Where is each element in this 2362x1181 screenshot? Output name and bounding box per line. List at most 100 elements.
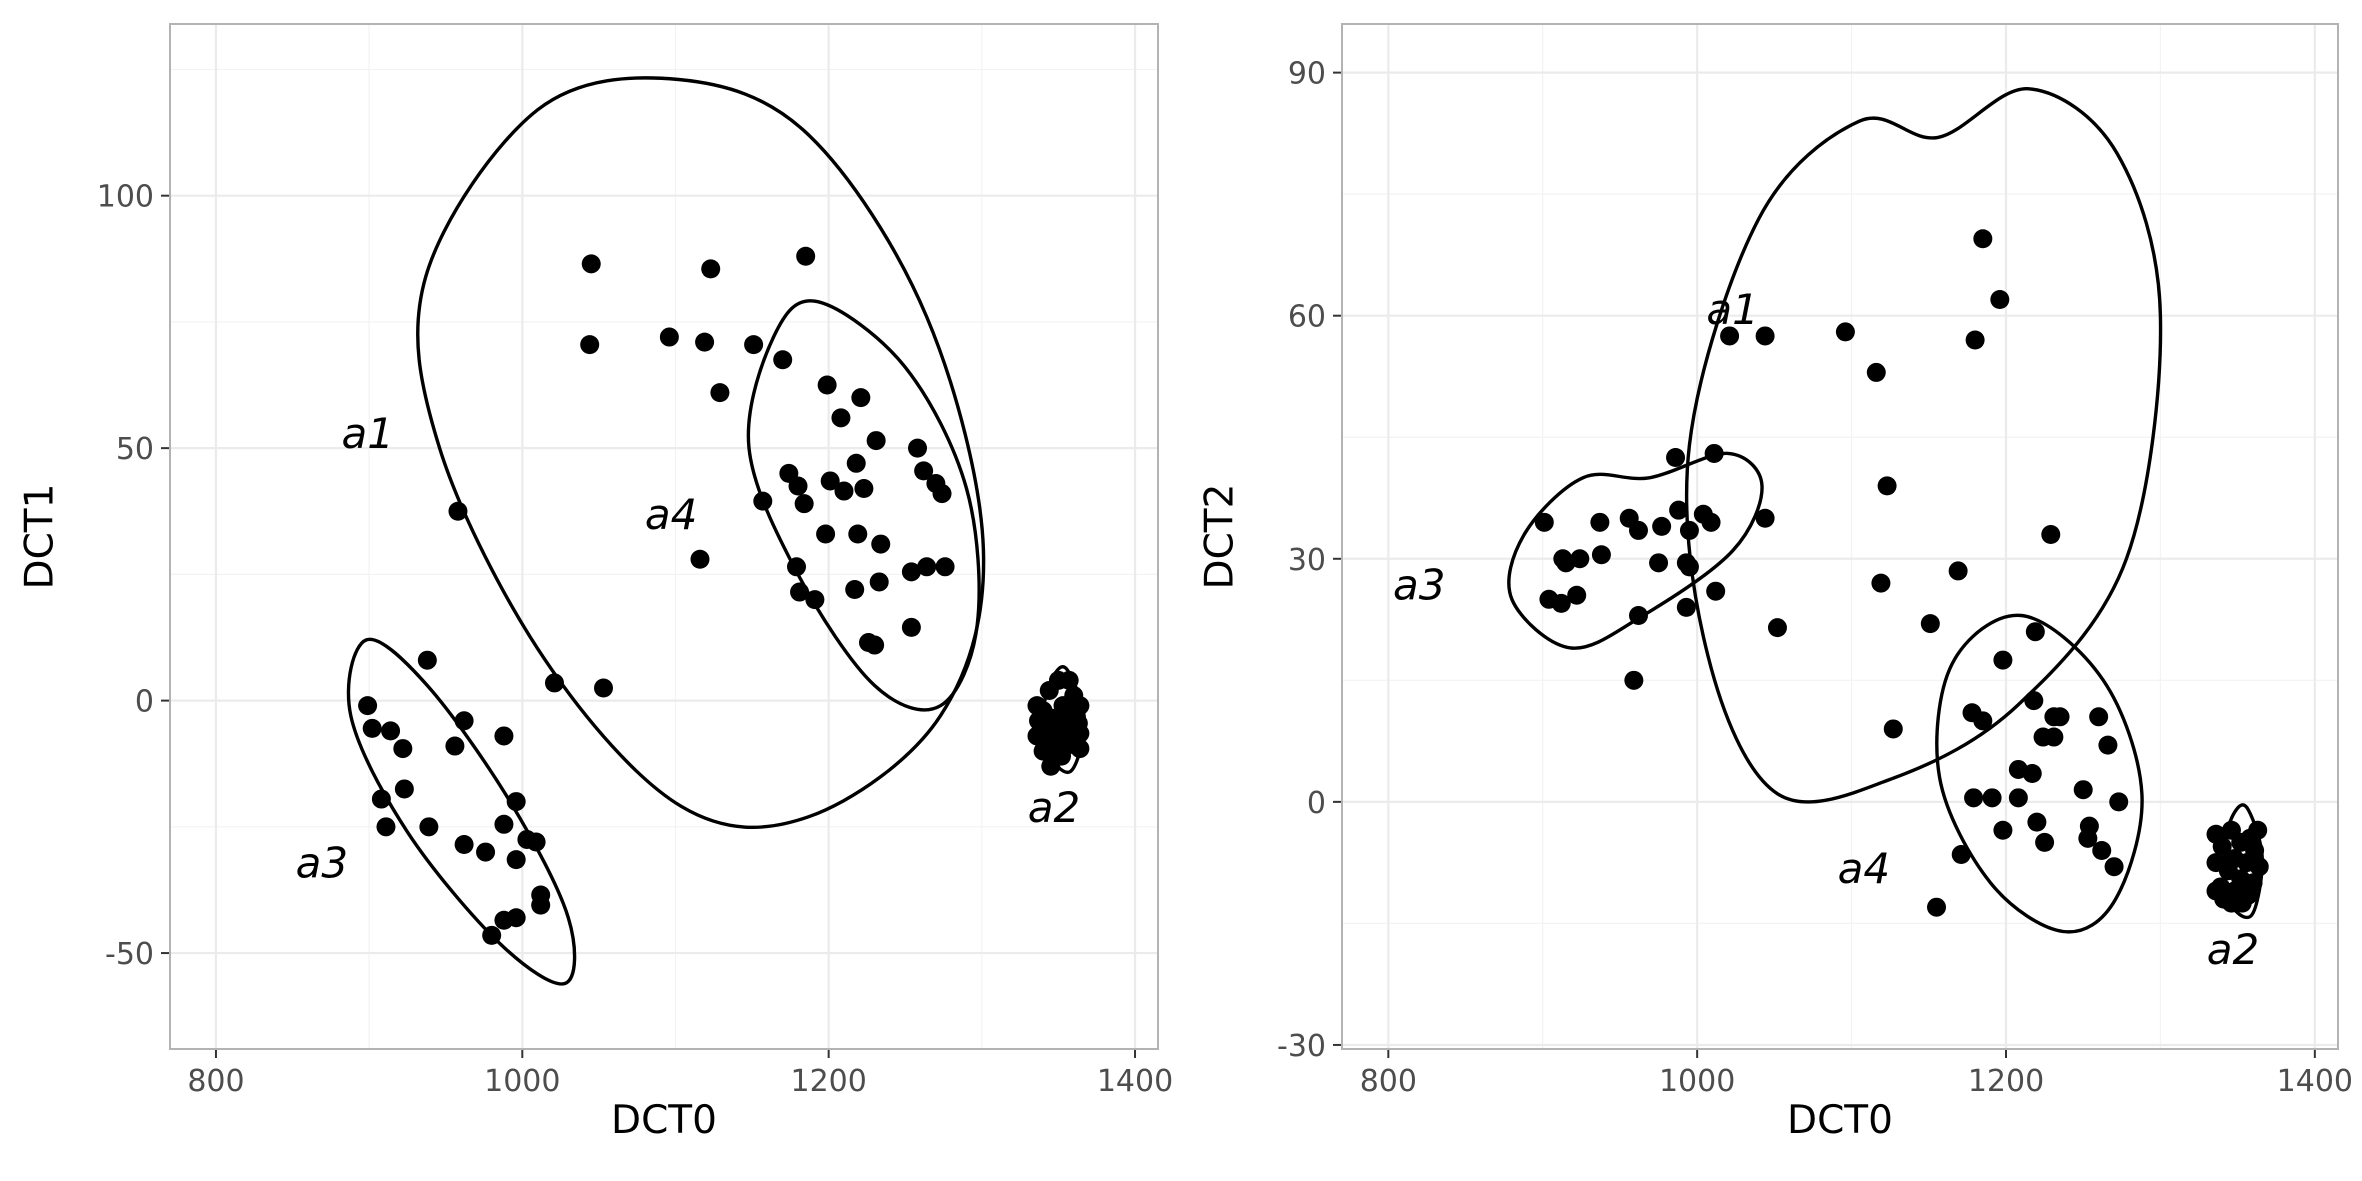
data-point — [2050, 707, 2070, 727]
data-point — [1948, 561, 1968, 581]
cluster-label-a1: a1 — [342, 409, 394, 458]
y-tick-label: 0 — [135, 685, 154, 720]
data-point — [659, 327, 679, 347]
data-point — [871, 534, 891, 554]
data-point — [1591, 545, 1611, 565]
data-point — [805, 590, 825, 610]
data-point — [1590, 512, 1610, 532]
data-point — [1701, 512, 1721, 532]
data-point — [448, 501, 468, 521]
data-point — [695, 332, 715, 352]
y-axis-title: DCT1 — [18, 484, 63, 590]
data-point — [494, 726, 514, 746]
y-tick-label: -50 — [105, 937, 154, 972]
data-point — [1964, 788, 1984, 808]
panel-border — [1341, 23, 2339, 1050]
data-point — [1070, 739, 1090, 759]
data-point — [831, 408, 851, 428]
data-point — [1990, 289, 2010, 309]
data-point — [851, 388, 871, 408]
x-axis-title: DCT0 — [1787, 1098, 1893, 1143]
data-point — [394, 779, 414, 799]
data-point — [1866, 362, 1886, 382]
data-point — [2109, 792, 2129, 812]
data-point — [1679, 557, 1699, 577]
data-point — [581, 254, 601, 274]
data-point — [908, 438, 928, 458]
cluster-label-a1: a1 — [1706, 285, 1758, 334]
data-point — [1649, 553, 1669, 573]
y-axis-title: DCT2 — [1198, 484, 1243, 590]
y-tick-label: 0 — [1307, 786, 1326, 821]
y-tick-label: 100 — [97, 180, 154, 215]
cluster-ellipse-a1 — [416, 76, 986, 829]
data-point — [788, 476, 808, 496]
data-point — [701, 259, 721, 279]
cluster-label-a4: a4 — [645, 490, 697, 539]
data-point — [1877, 476, 1897, 496]
cluster-ellipse-a3 — [1507, 451, 1764, 650]
data-point — [506, 792, 526, 812]
panel-dct0-vs-dct1: 800 1000 1200 1400 -50 0 50 100 a1 a4 a3 a2 DCT0 DCT1 — [18, 23, 1173, 1143]
data-point — [817, 375, 837, 395]
data-point — [1666, 447, 1686, 467]
data-point — [2035, 832, 2055, 852]
data-point — [1704, 443, 1724, 463]
data-point — [932, 484, 952, 504]
data-point — [445, 736, 465, 756]
cluster-label-a2: a2 — [2207, 925, 2259, 974]
data-point — [1883, 719, 1903, 739]
data-point — [417, 650, 437, 670]
x-axis-title: DCT0 — [611, 1098, 717, 1143]
data-point — [1059, 670, 1079, 690]
data-point — [1755, 326, 1775, 346]
data-point — [2073, 780, 2093, 800]
data-point — [531, 895, 551, 915]
data-point — [1628, 520, 1648, 540]
data-point — [1624, 670, 1644, 690]
x-tick-label: 1400 — [2277, 1064, 2353, 1099]
data-point — [773, 350, 793, 370]
data-point — [794, 494, 814, 514]
data-point — [2027, 812, 2047, 832]
data-point — [690, 549, 710, 569]
x-tick-label: 1400 — [1097, 1064, 1173, 1099]
data-point — [1669, 500, 1689, 520]
data-point — [2041, 524, 2061, 544]
data-point — [1993, 820, 2013, 840]
data-point — [790, 582, 810, 602]
data-point — [848, 524, 868, 544]
cluster-ellipse-a4 — [746, 299, 981, 712]
data-point — [796, 246, 816, 266]
data-point — [494, 814, 514, 834]
cluster-ellipse-a1 — [1684, 87, 2163, 804]
data-point — [2078, 828, 2098, 848]
data-point — [753, 491, 773, 511]
y-tick-label: 90 — [1288, 57, 1326, 92]
data-point — [2212, 836, 2232, 856]
x-tick-label: 1200 — [1968, 1064, 2044, 1099]
data-point — [2089, 707, 2109, 727]
data-point — [2024, 691, 2044, 711]
data-point — [1534, 512, 1554, 532]
data-point — [901, 562, 921, 582]
data-point — [1676, 597, 1696, 617]
panel-dct0-vs-dct2: 800 1000 1200 1400 -30 0 30 60 90 a1 a3 a4 a2 DCT0 DCT… — [1198, 23, 2353, 1143]
data-point — [820, 471, 840, 491]
data-point — [2231, 832, 2251, 852]
data-point — [2025, 622, 2045, 642]
data-point — [1706, 581, 1726, 601]
data-point — [2098, 735, 2118, 755]
data-point — [866, 431, 886, 451]
data-point — [454, 711, 474, 731]
data-point — [580, 335, 600, 355]
data-point — [362, 718, 382, 738]
data-point — [2249, 857, 2269, 877]
data-point — [1679, 520, 1699, 540]
data-point — [506, 850, 526, 870]
data-point — [2248, 820, 2268, 840]
data-point — [526, 832, 546, 852]
data-point — [2104, 857, 2124, 877]
data-point — [834, 481, 854, 501]
